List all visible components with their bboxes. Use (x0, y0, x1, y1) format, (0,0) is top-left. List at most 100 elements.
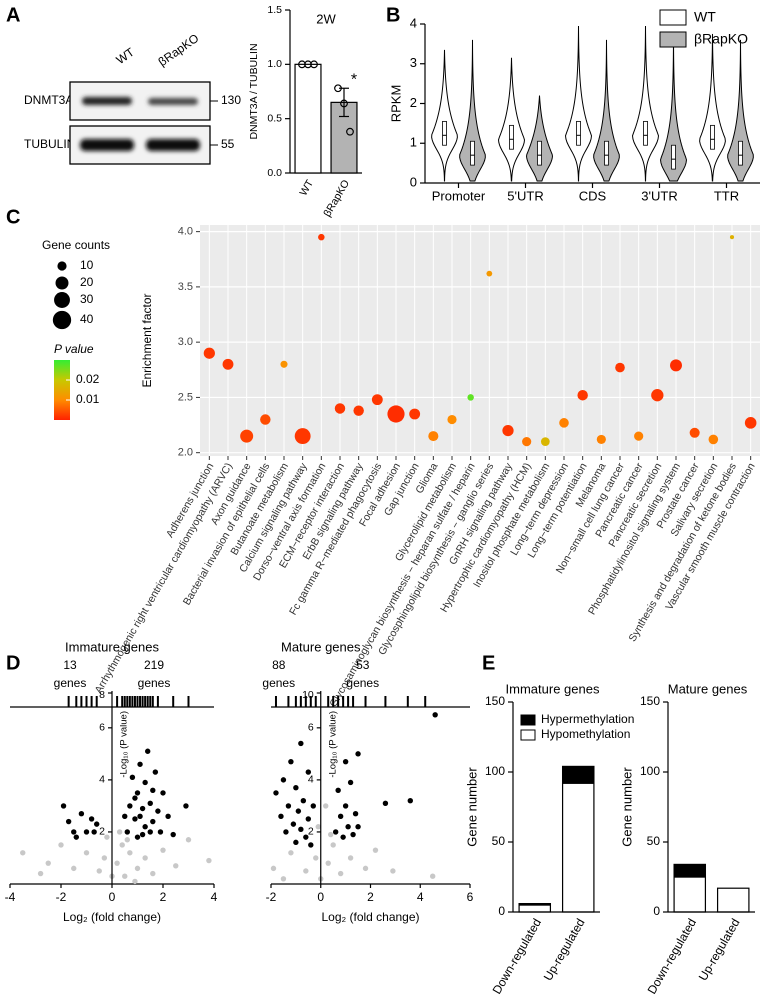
blot-band (82, 97, 132, 105)
row-label: TUBULIN (24, 137, 75, 151)
legend-label: βRapKO (694, 31, 748, 47)
data-point (340, 99, 348, 108)
x-tick-label: 4 (417, 890, 424, 904)
y-tick-label: 4.0 (178, 226, 193, 238)
y-tick-label: 0.5 (267, 112, 282, 124)
blot-band (146, 139, 200, 151)
data-point (310, 60, 318, 69)
y-tick-label: 150 (485, 694, 505, 708)
data-point (347, 855, 354, 861)
median-box (671, 144, 676, 170)
x-tick-label: 6 (467, 890, 474, 904)
violin (498, 57, 525, 182)
data-point (137, 813, 143, 820)
median-box (509, 124, 514, 150)
data-point (337, 813, 344, 820)
x-tick-label: 3'UTR (641, 188, 677, 203)
x-tick-label: 4 (211, 890, 218, 904)
bubble (203, 347, 215, 359)
data-point (362, 865, 369, 872)
violin (564, 25, 593, 182)
median-box (470, 140, 475, 166)
y-tick-label: 50 (647, 834, 661, 848)
legend-label: Hypomethylation (541, 727, 630, 741)
data-point (150, 818, 156, 825)
x-tick-label: Down-regulated (645, 916, 699, 996)
x-tick-label: 5'UTR (507, 188, 543, 203)
data-point (429, 873, 436, 879)
bar-segment (673, 876, 707, 913)
x-tick-label: WT (297, 177, 316, 198)
x-axis-label: Log₂ (fold change) (321, 910, 419, 924)
data-point (142, 855, 148, 861)
bar-segment (518, 904, 552, 913)
bubble (371, 394, 383, 406)
panel-label: A (6, 4, 20, 26)
data-point (122, 873, 128, 879)
data-point (330, 842, 336, 848)
y-tick-label: 0.0 (267, 167, 282, 179)
data-point (83, 850, 90, 856)
chart-title: Immature genes (506, 681, 600, 696)
data-point (134, 834, 141, 840)
violin (459, 39, 486, 182)
data-point (407, 798, 413, 804)
bubble (708, 434, 719, 445)
row-label: DNMT3A (24, 93, 73, 107)
y-axis-label: RPKM (388, 85, 403, 123)
panel-label: E (482, 652, 495, 674)
data-point (355, 824, 361, 830)
color-legend-title: P value (54, 342, 94, 356)
data-point (124, 829, 130, 835)
bubble (467, 394, 474, 401)
data-point (173, 863, 179, 869)
x-tick-label: 0 (109, 890, 116, 904)
chart-title: Immature genes (65, 639, 159, 654)
legend-swatch (659, 31, 687, 48)
median-box (442, 120, 447, 146)
blot-band (80, 139, 134, 151)
size-legend-swatch (57, 261, 67, 271)
data-point (278, 813, 284, 820)
median-box (537, 140, 542, 166)
y-tick-label: 4 (308, 774, 314, 786)
data-point (37, 870, 44, 877)
lane-label: WT (114, 45, 138, 68)
data-point (160, 847, 166, 853)
data-point (342, 758, 349, 765)
data-point (347, 779, 354, 786)
data-point (134, 865, 141, 872)
data-point (323, 803, 329, 809)
data-point (20, 850, 26, 856)
data-point (101, 855, 108, 861)
data-point (432, 712, 438, 718)
data-point (372, 847, 379, 853)
x-tick-label: 0 (317, 890, 324, 904)
y-tick-label: 50 (492, 834, 506, 848)
bubble (559, 418, 569, 428)
y-tick-label: 0 (498, 904, 505, 918)
data-point (310, 803, 316, 809)
data-point (340, 834, 346, 840)
y-axis-label: -Log₁₀ (P value) (327, 711, 338, 778)
data-point (96, 868, 102, 874)
data-point (124, 837, 130, 843)
data-point (71, 865, 77, 872)
legend-swatch (659, 9, 687, 26)
bubble (260, 414, 271, 425)
bubble (294, 428, 311, 445)
y-tick-label: 6 (308, 722, 314, 734)
break-tick-label: 10 (302, 689, 314, 701)
x-tick-label: -2 (266, 890, 277, 904)
x-tick-label: -4 (5, 890, 16, 904)
bubble (280, 360, 288, 368)
size-legend-label: 30 (80, 292, 94, 306)
bubble (744, 417, 757, 429)
data-point (352, 811, 359, 817)
chart-title: Mature genes (668, 681, 748, 696)
bubble (409, 408, 421, 420)
color-tick-label: 0.02 (76, 372, 100, 386)
violin (699, 33, 726, 182)
data-point (183, 803, 189, 809)
